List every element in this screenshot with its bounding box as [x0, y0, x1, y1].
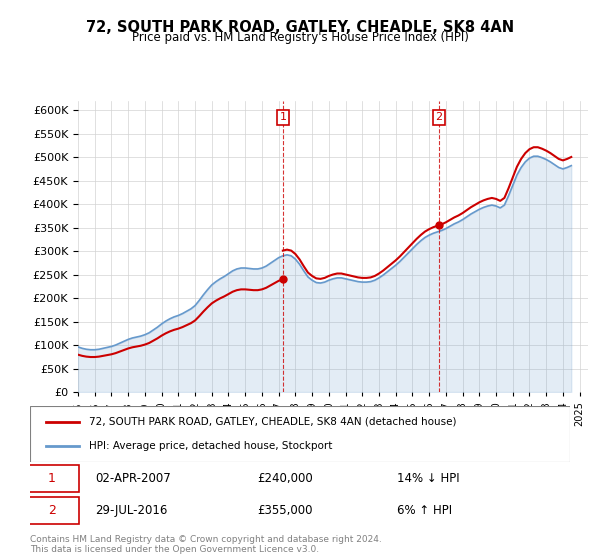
Text: £240,000: £240,000	[257, 472, 313, 486]
Text: Contains HM Land Registry data © Crown copyright and database right 2024.
This d: Contains HM Land Registry data © Crown c…	[30, 535, 382, 554]
Text: 2: 2	[47, 505, 56, 517]
FancyBboxPatch shape	[25, 497, 79, 525]
Text: 72, SOUTH PARK ROAD, GATLEY, CHEADLE, SK8 4AN (detached house): 72, SOUTH PARK ROAD, GATLEY, CHEADLE, SK…	[89, 417, 457, 427]
Text: 6% ↑ HPI: 6% ↑ HPI	[397, 505, 452, 517]
Text: HPI: Average price, detached house, Stockport: HPI: Average price, detached house, Stoc…	[89, 441, 333, 451]
Text: £355,000: £355,000	[257, 505, 312, 517]
Text: 1: 1	[280, 113, 286, 123]
Text: Price paid vs. HM Land Registry's House Price Index (HPI): Price paid vs. HM Land Registry's House …	[131, 31, 469, 44]
Text: 02-APR-2007: 02-APR-2007	[95, 472, 170, 486]
FancyBboxPatch shape	[25, 465, 79, 492]
Text: 2: 2	[435, 113, 442, 123]
Text: 29-JUL-2016: 29-JUL-2016	[95, 505, 167, 517]
Text: 72, SOUTH PARK ROAD, GATLEY, CHEADLE, SK8 4AN: 72, SOUTH PARK ROAD, GATLEY, CHEADLE, SK…	[86, 20, 514, 35]
FancyBboxPatch shape	[30, 406, 570, 462]
Text: 1: 1	[47, 472, 56, 486]
Text: 14% ↓ HPI: 14% ↓ HPI	[397, 472, 460, 486]
